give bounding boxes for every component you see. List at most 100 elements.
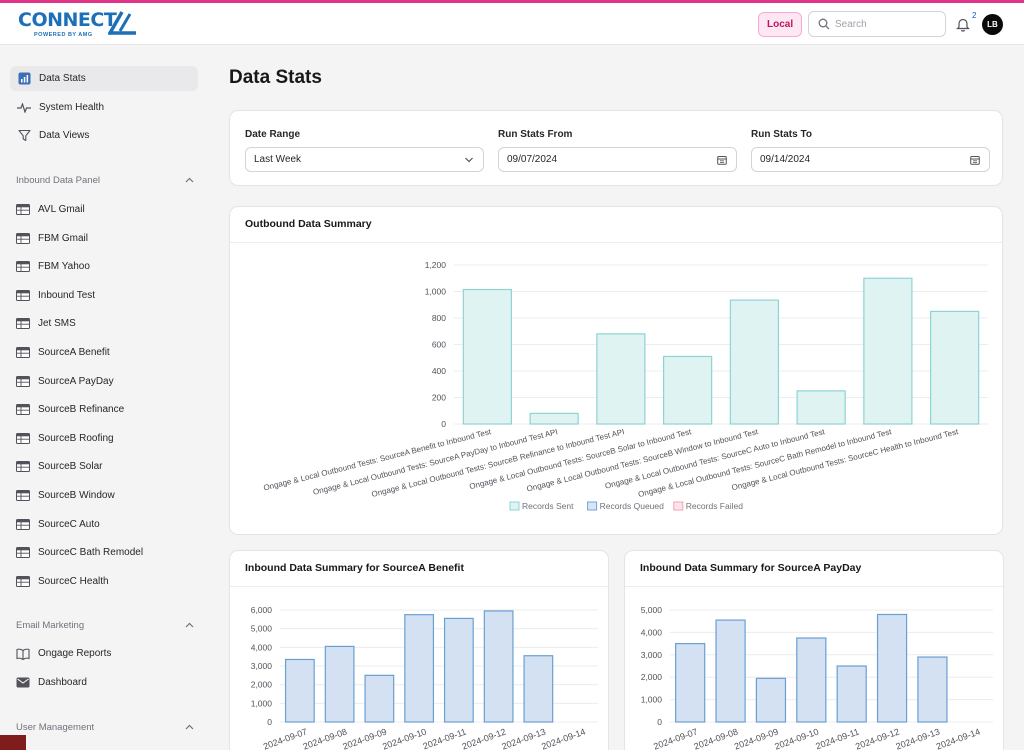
x-tick-label: 2024-09-09 — [341, 726, 388, 750]
sidebar-item-label: FBM Gmail — [38, 232, 88, 244]
user-avatar[interactable]: LB — [982, 14, 1003, 35]
bar — [729, 299, 780, 425]
sidebar-item-sourceb-solar[interactable]: SourceB Solar — [10, 454, 198, 479]
legend-label: Records Queued — [600, 501, 665, 511]
sidebar-item-label: SourceC Auto — [38, 518, 100, 530]
y-tick-label: 4,000 — [251, 642, 273, 652]
sidebar: Data Stats System Health Data Views Inbo… — [0, 46, 210, 750]
bar — [863, 277, 913, 425]
sidebar-item-fbm-yahoo[interactable]: FBM Yahoo — [10, 254, 198, 279]
notification-count: 2 — [972, 11, 977, 20]
y-tick-label: 0 — [441, 419, 446, 429]
bar — [796, 637, 827, 723]
bar — [929, 310, 980, 425]
sidebar-item-sourceb-roofing[interactable]: SourceB Roofing — [10, 426, 198, 451]
date-range-select[interactable]: Last Week — [245, 147, 484, 172]
sidebar-item-ongage-reports[interactable]: Ongage Reports — [10, 641, 198, 666]
logo-subtext: POWERED BY AMG — [34, 32, 93, 38]
sidebar-item-sourcea-payday[interactable]: SourceA PayDay — [10, 369, 198, 394]
bar — [876, 613, 908, 723]
table-icon — [16, 203, 30, 217]
sidebar-item-avl-gmail[interactable]: AVL Gmail — [10, 197, 198, 222]
search-input[interactable] — [835, 16, 939, 32]
inbound-sourcea-benefit-chart: 0 1,000 2,000 3,000 4,000 5,000 6,000 2024-09-0… — [251, 605, 598, 750]
sidebar-item-label: Data Stats — [39, 73, 86, 84]
app-logo[interactable]: CONNECT POWERED BY AMG — [16, 9, 140, 41]
sidebar-item-label: SourceC Bath Remodel — [38, 547, 144, 559]
y-tick-label: 200 — [432, 393, 446, 403]
bar — [483, 610, 514, 723]
environment-badge[interactable]: Local — [758, 12, 803, 37]
run-stats-from-input[interactable]: 09/07/2024 — [498, 147, 737, 172]
sidebar-item-jet-sms[interactable]: Jet SMS — [10, 311, 198, 336]
sidebar-item-label: AVL Gmail — [38, 204, 85, 215]
sidebar-item-label: SourceA Benefit — [38, 347, 110, 358]
section-title-inbound[interactable]: Inbound Data Panel — [16, 172, 194, 188]
bell-icon[interactable] — [956, 17, 970, 32]
card-divider — [625, 586, 1003, 587]
y-tick-label: 3,000 — [251, 661, 273, 671]
logo-text: CONNECT — [18, 9, 117, 31]
sidebar-item-sourceb-refinance[interactable]: SourceB Refinance — [10, 397, 198, 422]
sidebar-item-fbm-gmail[interactable]: FBM Gmail — [10, 226, 198, 251]
section-title-user-management[interactable]: User Management — [16, 719, 194, 735]
legend-label: Records Failed — [686, 501, 743, 511]
table-icon — [16, 374, 30, 388]
sidebar-item-dashboard[interactable]: Dashboard — [10, 670, 198, 695]
bar-chart-icon — [17, 72, 31, 86]
table-icon — [16, 260, 30, 274]
sidebar-item-label: Dashboard — [38, 677, 87, 688]
section-title-label: User Management — [16, 721, 95, 733]
sidebar-item-label: Data Views — [39, 130, 90, 141]
chevron-up-icon[interactable] — [185, 622, 194, 628]
y-tick-label: 1,000 — [425, 287, 447, 297]
card-divider — [230, 586, 608, 587]
sidebar-item-label: SourceB Refinance — [38, 404, 125, 416]
calendar-icon[interactable] — [717, 155, 727, 165]
sidebar-item-label: FBM Yahoo — [38, 261, 90, 273]
legend-swatch — [673, 501, 684, 511]
sidebar-item-sourcec-health[interactable]: SourceC Health — [10, 569, 198, 594]
sidebar-item-sourcea-benefit[interactable]: SourceA Benefit — [10, 340, 198, 365]
y-tick-label: 1,000 — [251, 698, 273, 708]
chevron-up-icon[interactable] — [185, 724, 194, 730]
bar — [836, 665, 867, 723]
sidebar-item-system-health[interactable]: System Health — [10, 95, 198, 120]
card-divider — [230, 242, 1002, 243]
x-tick-label: 2024-09-08 — [693, 726, 740, 750]
run-stats-to-input[interactable]: 09/14/2024 — [751, 147, 990, 172]
bar — [523, 655, 554, 723]
sidebar-item-sourceb-window[interactable]: SourceB Window — [10, 483, 198, 508]
table-icon — [16, 460, 30, 474]
y-tick-label: 2,000 — [641, 672, 663, 682]
dev-tools-icon[interactable] — [0, 735, 26, 750]
sidebar-item-sourcec-bath-remodel[interactable]: SourceC Bath Remodel — [10, 540, 198, 565]
calendar-icon[interactable] — [970, 155, 980, 165]
logo-mark-icon — [108, 11, 136, 35]
sidebar-item-sourcec-auto[interactable]: SourceC Auto — [10, 512, 198, 537]
sidebar-item-label: SourceB Roofing — [38, 432, 114, 444]
outbound-summary-card: Outbound Data Summary 0 200 400 600 800 1,000… — [229, 206, 1003, 535]
inbound-sourcea-benefit-card: Inbound Data Summary for SourceA Benefit… — [229, 550, 609, 750]
inbound-sourcea-payday-chart: 01,0002,0003,0004,0005,0002024-09-072024… — [641, 605, 993, 750]
sidebar-item-data-stats[interactable]: Data Stats — [10, 66, 198, 91]
legend-swatch — [509, 501, 520, 511]
filters-card: Date Range Last Week Run Stats From 09/0… — [229, 110, 1003, 186]
x-tick-label: 2024-09-11 — [422, 726, 468, 750]
book-icon — [16, 647, 30, 661]
section-title-email-marketing[interactable]: Email Marketing — [16, 617, 194, 633]
search-box[interactable] — [808, 11, 946, 37]
table-icon — [16, 231, 30, 245]
run-stats-to-label: Run Stats To — [751, 129, 812, 140]
sidebar-item-label: System Health — [39, 102, 105, 113]
bar — [662, 355, 713, 425]
bar — [404, 614, 435, 723]
bar — [796, 390, 846, 425]
section-title-label: Inbound Data Panel — [16, 174, 100, 186]
sidebar-item-inbound-test[interactable]: Inbound Test — [10, 283, 198, 308]
y-tick-label: 5,000 — [251, 624, 273, 634]
sidebar-item-data-views[interactable]: Data Views — [10, 123, 198, 148]
chevron-up-icon[interactable] — [185, 177, 194, 183]
bar — [917, 656, 948, 723]
bar — [596, 333, 646, 425]
